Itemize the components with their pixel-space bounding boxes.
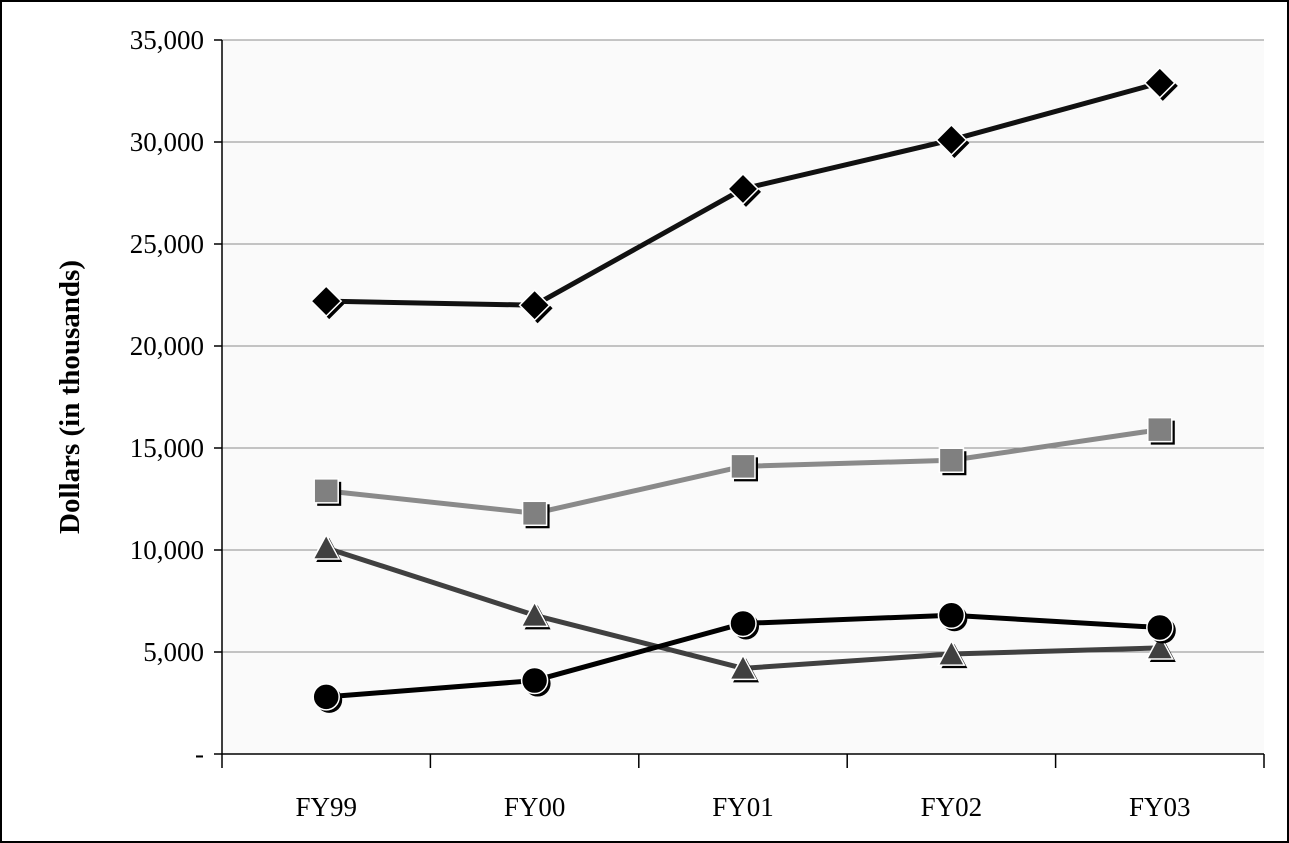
x-tick-label: FY99 xyxy=(295,792,357,822)
x-tick-label: FY01 xyxy=(712,792,774,822)
data-point-diamond xyxy=(1143,66,1176,99)
x-tick-label: FY02 xyxy=(921,792,983,822)
series-square xyxy=(313,416,1175,529)
y-tick-label: 10,000 xyxy=(130,535,204,565)
data-point-square xyxy=(1147,416,1173,443)
data-point-square xyxy=(521,500,548,527)
data-point-triangle xyxy=(728,653,758,681)
data-point-diamond xyxy=(518,289,551,322)
data-point-square xyxy=(938,447,965,473)
x-tick-label: FY00 xyxy=(504,792,566,822)
data-point-circle xyxy=(729,609,757,638)
data-point-diamond xyxy=(310,285,343,318)
y-tick-label: 30,000 xyxy=(130,127,204,157)
y-tick-label: 20,000 xyxy=(130,331,204,361)
data-point-circle xyxy=(520,666,549,695)
data-point-circle xyxy=(937,601,966,630)
data-point-triangle xyxy=(937,639,966,666)
x-tick-labels: FY99 FY00 FY01 FY02 FY03 xyxy=(295,792,1190,822)
series-diamond xyxy=(310,66,1178,324)
data-point-triangle xyxy=(1145,633,1175,660)
series-triangle xyxy=(311,533,1176,683)
series-circle xyxy=(312,601,1176,713)
y-tick-label: 25,000 xyxy=(130,229,204,259)
data-point-triangle xyxy=(520,600,549,628)
plot-area xyxy=(222,40,1264,754)
data-point-square xyxy=(730,453,756,480)
y-tick-label: 15,000 xyxy=(130,433,204,463)
y-tick-label: - xyxy=(195,739,204,769)
axes xyxy=(214,39,1265,768)
y-axis-title: Dollars (in thousands) xyxy=(54,260,86,534)
y-tick-label: 35,000 xyxy=(130,25,204,55)
data-point-square xyxy=(313,478,339,504)
data-point-triangle xyxy=(311,533,341,560)
series-group xyxy=(310,66,1178,713)
data-point-circle xyxy=(312,683,340,711)
data-point-diamond xyxy=(726,172,760,205)
x-tick-label: FY03 xyxy=(1129,792,1191,822)
y-tick-label: 5,000 xyxy=(143,637,204,667)
data-point-circle xyxy=(1146,613,1174,642)
data-point-diamond xyxy=(935,123,968,157)
y-tick-labels: - 5,000 10,000 15,000 20,000 25,000 30,000 35,0… xyxy=(130,25,204,769)
